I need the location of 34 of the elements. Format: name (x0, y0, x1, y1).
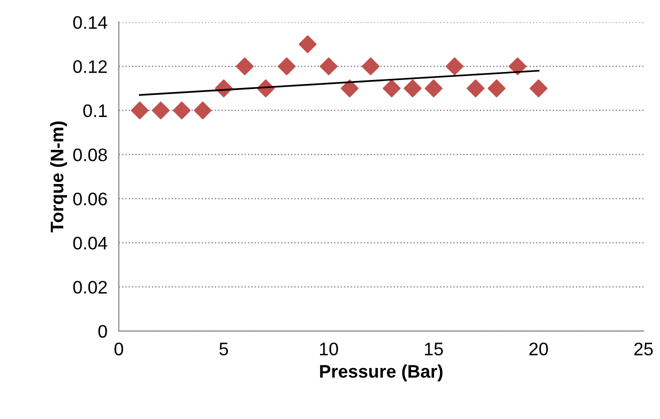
y-tick-label: 0.1 (83, 104, 107, 118)
point (130, 102, 149, 120)
point (236, 57, 254, 76)
x-tick-label: 25 (634, 342, 653, 356)
x-axis-title: Pressure (Bar) (320, 364, 442, 382)
point (278, 57, 296, 76)
point (530, 79, 548, 98)
point (488, 79, 506, 98)
y-tick-label: 0.14 (73, 16, 108, 29)
point (382, 79, 401, 98)
point (508, 57, 526, 76)
y-tick-label: 0 (98, 324, 107, 338)
x-tick-label: 10 (320, 342, 338, 356)
y-tick-label: 0.02 (73, 280, 107, 294)
point (320, 57, 338, 76)
point (152, 102, 170, 120)
point (340, 79, 359, 98)
point (466, 79, 485, 98)
x-tick-label: 5 (219, 342, 228, 356)
x-tick-label: 0 (114, 342, 124, 356)
x-tick-label: 20 (529, 342, 548, 356)
point (194, 102, 212, 120)
point (362, 57, 380, 76)
point (424, 79, 443, 98)
y-tick-label: 0.12 (73, 60, 107, 74)
point (404, 79, 422, 98)
point (446, 57, 464, 76)
y-axis-title: Torque (N-m) (50, 122, 67, 232)
y-tick-label: 0.08 (73, 148, 107, 162)
y-tick-label: 0.06 (73, 192, 107, 206)
x-tick-label: 15 (424, 342, 443, 356)
y-tick-label: 0.04 (73, 236, 108, 250)
point (172, 102, 191, 120)
point (298, 35, 317, 54)
